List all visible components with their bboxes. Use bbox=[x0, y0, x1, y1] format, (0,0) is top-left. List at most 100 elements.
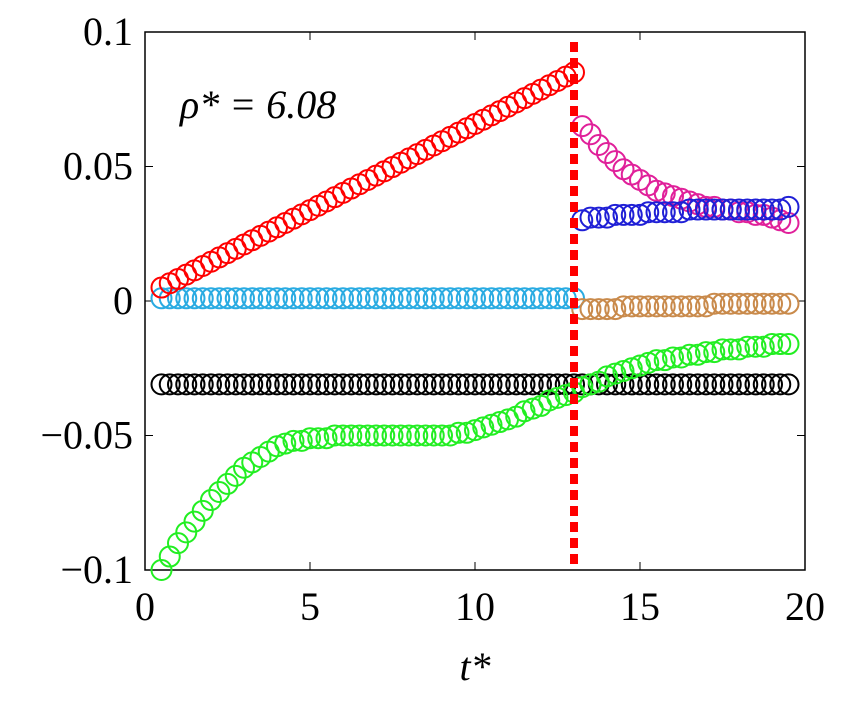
data-point bbox=[744, 292, 767, 315]
data-point bbox=[505, 373, 528, 396]
data-point bbox=[282, 287, 305, 310]
data-point bbox=[381, 424, 404, 447]
data-point bbox=[728, 373, 750, 396]
data-point bbox=[167, 373, 189, 396]
data-point bbox=[777, 333, 800, 356]
x-tick-label: 5 bbox=[300, 584, 320, 629]
data-point bbox=[431, 424, 453, 447]
data-point bbox=[703, 292, 726, 315]
data-point bbox=[431, 373, 453, 396]
data-point bbox=[488, 411, 511, 434]
data-point bbox=[538, 287, 561, 310]
data-point bbox=[373, 287, 396, 310]
data-point bbox=[728, 338, 750, 361]
data-point bbox=[620, 295, 643, 318]
data-point bbox=[769, 373, 792, 396]
data-point bbox=[596, 298, 618, 321]
data-point bbox=[406, 373, 429, 396]
data-point bbox=[736, 198, 759, 221]
data-point bbox=[373, 424, 396, 447]
data-point bbox=[249, 287, 272, 310]
data-point bbox=[620, 373, 643, 396]
data-point bbox=[307, 287, 330, 310]
data-point bbox=[744, 373, 767, 396]
data-point bbox=[604, 298, 627, 321]
data-point bbox=[398, 287, 420, 310]
data-point bbox=[282, 429, 305, 452]
data-point bbox=[662, 346, 684, 369]
data-point bbox=[530, 287, 552, 310]
data-point bbox=[653, 295, 676, 318]
data-point bbox=[356, 373, 379, 396]
data-point bbox=[381, 373, 404, 396]
data-point bbox=[200, 489, 222, 512]
data-point bbox=[150, 373, 173, 396]
data-point bbox=[703, 341, 726, 364]
x-tick-label: 0 bbox=[135, 584, 155, 629]
data-point bbox=[356, 287, 379, 310]
data-point bbox=[348, 287, 371, 310]
data-point bbox=[670, 373, 693, 396]
data-point bbox=[447, 287, 470, 310]
data-point bbox=[587, 133, 610, 156]
data-point bbox=[340, 287, 363, 310]
data-point bbox=[686, 295, 709, 318]
data-point bbox=[538, 389, 561, 412]
data-point bbox=[224, 464, 247, 487]
data-point bbox=[612, 359, 635, 382]
data-point bbox=[208, 373, 231, 396]
data-point bbox=[769, 292, 792, 315]
data-point bbox=[637, 201, 660, 224]
y-tick-label: 0 bbox=[113, 278, 133, 323]
data-point bbox=[398, 424, 420, 447]
data-point bbox=[406, 424, 429, 447]
x-tick-label: 10 bbox=[455, 584, 495, 629]
data-point bbox=[315, 373, 338, 396]
data-point bbox=[604, 150, 627, 173]
data-point bbox=[662, 295, 684, 318]
data-point bbox=[414, 287, 437, 310]
data-point bbox=[579, 298, 602, 321]
data-point bbox=[761, 333, 783, 356]
data-point bbox=[274, 373, 297, 396]
data-point bbox=[414, 373, 437, 396]
data-point bbox=[216, 373, 239, 396]
data-point bbox=[629, 203, 651, 226]
data-point bbox=[777, 195, 800, 218]
data-point bbox=[521, 373, 544, 396]
data-point bbox=[703, 373, 726, 396]
data-point bbox=[480, 287, 503, 310]
data-point bbox=[637, 351, 660, 374]
data-point bbox=[604, 203, 627, 226]
data-point bbox=[571, 298, 594, 321]
data-point bbox=[719, 198, 742, 221]
data-point bbox=[299, 287, 321, 310]
data-point bbox=[678, 295, 701, 318]
data-point bbox=[670, 201, 693, 224]
data-point bbox=[645, 201, 668, 224]
data-point bbox=[670, 295, 693, 318]
data-point bbox=[290, 287, 313, 310]
data-point bbox=[315, 287, 338, 310]
data-point bbox=[596, 142, 618, 165]
data-point bbox=[736, 292, 759, 315]
data-point bbox=[777, 211, 800, 234]
data-point bbox=[241, 287, 264, 310]
data-point bbox=[513, 373, 536, 396]
data-point bbox=[150, 559, 173, 581]
data-point bbox=[645, 295, 668, 318]
data-point bbox=[480, 413, 503, 436]
data-point bbox=[356, 424, 379, 447]
data-point bbox=[711, 338, 734, 361]
y-tick-label: 0.05 bbox=[63, 144, 133, 189]
data-point bbox=[348, 373, 371, 396]
data-point bbox=[488, 287, 511, 310]
data-point bbox=[497, 373, 519, 396]
x-tick-label: 20 bbox=[785, 584, 825, 629]
data-point bbox=[645, 349, 668, 372]
data-point bbox=[340, 424, 363, 447]
data-point bbox=[579, 206, 602, 229]
data-point bbox=[464, 287, 486, 310]
data-point bbox=[464, 373, 486, 396]
data-point bbox=[719, 292, 742, 315]
